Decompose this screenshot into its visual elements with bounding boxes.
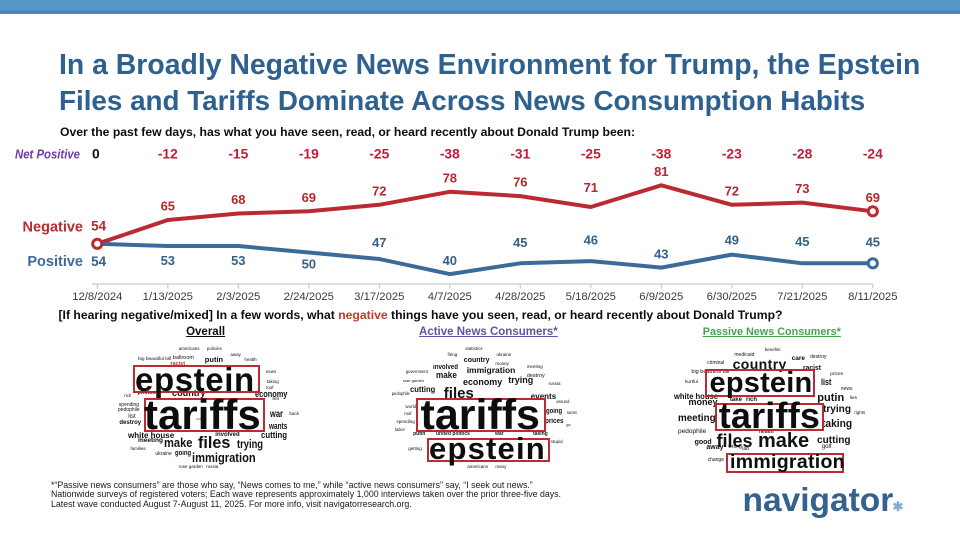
svg-text:2/24/2025: 2/24/2025 [284,291,334,303]
svg-text:54: 54 [91,219,107,234]
svg-text:Positive: Positive [27,254,83,270]
svg-text:45: 45 [513,235,527,250]
svg-text:-25: -25 [369,147,389,162]
svg-text:0: 0 [92,147,100,162]
svg-text:Net Positive: Net Positive [15,147,80,162]
svg-text:43: 43 [654,247,668,262]
svg-text:69: 69 [302,190,316,205]
svg-text:Negative: Negative [23,219,83,235]
svg-text:-23: -23 [722,147,742,162]
svg-text:40: 40 [443,253,457,268]
svg-text:4/28/2025: 4/28/2025 [495,291,545,303]
svg-text:8/11/2025: 8/11/2025 [848,291,897,303]
svg-text:71: 71 [584,180,598,195]
svg-text:68: 68 [231,192,245,207]
svg-text:53: 53 [231,253,245,268]
svg-text:-25: -25 [581,147,601,162]
svg-text:-38: -38 [651,147,671,162]
svg-text:6/30/2025: 6/30/2025 [707,291,757,303]
svg-text:72: 72 [372,183,386,198]
svg-text:47: 47 [372,235,386,250]
svg-text:6/9/2025: 6/9/2025 [639,291,683,303]
svg-text:81: 81 [654,164,668,179]
svg-text:76: 76 [513,175,527,190]
svg-text:-24: -24 [863,147,883,162]
svg-text:-15: -15 [228,147,248,162]
svg-text:12/8/2024: 12/8/2024 [72,291,122,303]
svg-text:-31: -31 [510,147,530,162]
svg-text:1/13/2025: 1/13/2025 [143,291,193,303]
svg-text:2/3/2025: 2/3/2025 [216,291,260,303]
svg-text:53: 53 [161,253,175,268]
svg-text:-28: -28 [792,147,812,162]
svg-text:54: 54 [91,254,107,269]
svg-text:72: 72 [725,183,739,198]
svg-text:50: 50 [302,257,316,272]
svg-text:7/21/2025: 7/21/2025 [777,291,827,303]
svg-text:65: 65 [161,199,175,214]
svg-text:-38: -38 [440,147,460,162]
svg-text:45: 45 [795,234,809,249]
svg-text:78: 78 [443,170,457,185]
svg-text:-12: -12 [158,147,178,162]
svg-text:3/17/2025: 3/17/2025 [354,291,404,303]
svg-text:4/7/2025: 4/7/2025 [428,291,472,303]
svg-text:-19: -19 [299,147,319,162]
svg-text:5/18/2025: 5/18/2025 [566,291,616,303]
svg-text:49: 49 [725,233,739,248]
svg-text:73: 73 [795,181,809,196]
svg-text:45: 45 [866,235,880,250]
svg-text:69: 69 [866,190,880,205]
svg-text:46: 46 [584,233,598,248]
